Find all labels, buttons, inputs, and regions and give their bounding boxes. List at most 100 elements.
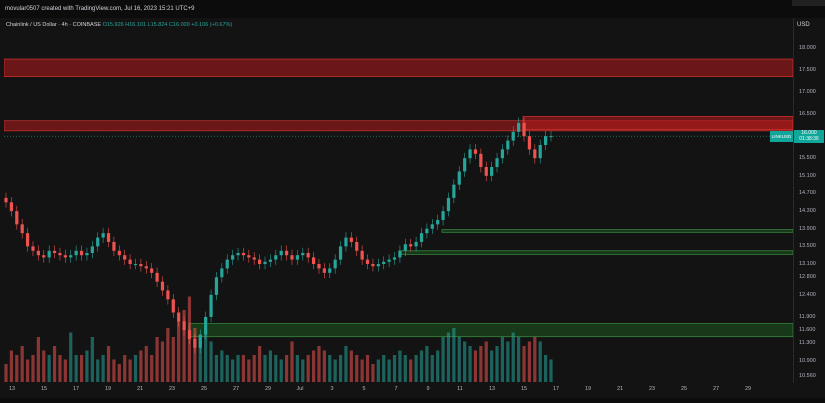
candle-body xyxy=(333,259,337,269)
volume-bar xyxy=(290,341,294,382)
candle-body xyxy=(171,299,175,313)
volume-bar xyxy=(155,337,159,382)
volume-bar xyxy=(468,346,472,382)
y-tick-label: 13.500 xyxy=(799,243,816,250)
y-tick-label: 14.700 xyxy=(799,190,816,197)
bottom-bar xyxy=(0,398,825,403)
volume-bar xyxy=(177,319,181,382)
ohlc-values: O15.926 H16.101 L15.824 C16.000 +0.106 (… xyxy=(102,22,233,28)
candle-body xyxy=(376,264,380,267)
candle-body xyxy=(457,171,461,185)
candle-body xyxy=(139,264,143,267)
candle-body xyxy=(58,253,62,256)
volume-bar xyxy=(328,355,332,382)
candle-body xyxy=(382,261,386,265)
volume-bar xyxy=(527,341,532,382)
x-tick-label: 17 xyxy=(552,386,560,392)
y-tick-label: 12.800 xyxy=(799,274,816,281)
x-tick-label: 21 xyxy=(136,386,144,392)
candle-body xyxy=(403,244,407,251)
candle-body xyxy=(112,241,116,251)
candle-body xyxy=(511,131,515,141)
candle-body xyxy=(506,140,510,150)
candle-body xyxy=(522,122,526,137)
volume-bar xyxy=(382,355,386,382)
candle-body xyxy=(549,136,553,138)
volume-bar xyxy=(317,346,321,382)
candle-body xyxy=(387,259,391,262)
symbol-badge: LINKUSD xyxy=(770,130,793,142)
volume-bar xyxy=(274,355,278,382)
volume-bar xyxy=(182,310,186,382)
volume-bar xyxy=(544,355,548,382)
countdown: 01:38:36 xyxy=(799,136,819,143)
candle-body xyxy=(155,272,159,282)
volume-bar xyxy=(473,350,478,382)
volume-bar xyxy=(425,346,429,382)
x-tick-label: 29 xyxy=(264,386,272,392)
volume-bar xyxy=(398,350,402,382)
candle-body xyxy=(328,268,332,273)
currency-label[interactable]: USD xyxy=(797,22,810,28)
candle-body xyxy=(392,257,397,260)
volume-bar xyxy=(133,355,138,382)
volume-bar xyxy=(500,337,505,382)
candle-body xyxy=(371,264,375,267)
volume-bar xyxy=(187,296,192,382)
volume-bar xyxy=(338,355,343,382)
price-chart[interactable] xyxy=(4,18,793,383)
candle-body xyxy=(544,136,548,145)
zone-resistance_recent-2 xyxy=(522,116,793,130)
x-tick-label: 3 xyxy=(330,386,334,392)
volume-bar xyxy=(268,350,273,382)
candle-body xyxy=(490,167,494,176)
candle-body xyxy=(344,237,348,247)
candle-body xyxy=(133,264,138,266)
volume-bar xyxy=(20,346,24,382)
x-tick-label: 23 xyxy=(648,386,656,392)
volume-bar xyxy=(344,346,348,382)
candle-body xyxy=(123,255,127,260)
volume-bar xyxy=(85,350,89,382)
candle-body xyxy=(85,253,89,256)
volume-bar xyxy=(452,328,456,382)
y-tick-label: 17.000 xyxy=(799,89,816,96)
y-tick-label: 13.900 xyxy=(799,225,816,232)
volume-bar xyxy=(365,355,370,382)
top-right-tab[interactable] xyxy=(792,0,825,6)
candle-body xyxy=(90,246,94,253)
volume-bar xyxy=(311,350,316,382)
candle-body xyxy=(290,255,294,260)
volume-bar xyxy=(414,355,418,382)
volume-bar xyxy=(457,337,461,382)
volume-bar xyxy=(295,355,299,382)
candle-body xyxy=(101,233,105,238)
candle-body xyxy=(436,219,440,225)
candle-body xyxy=(236,253,240,256)
time-axis[interactable]: 13 15 17 19 21 23 25 27 29 Jul 3 5 7 9 11 13 15 17 19 21 23 2… xyxy=(4,383,793,403)
x-tick-label: 13 xyxy=(8,386,16,392)
volume-bar xyxy=(171,337,175,382)
volume-bar xyxy=(392,355,397,382)
volume-bar xyxy=(166,328,170,382)
volume-bar xyxy=(96,359,100,382)
x-tick-label: 13 xyxy=(488,386,496,392)
y-tick-label: 13.100 xyxy=(799,261,816,268)
volume-bar xyxy=(236,355,240,382)
volume-bar xyxy=(430,355,434,382)
volume-bar xyxy=(376,359,380,382)
price-axis[interactable]: 18.000 17.500 17.000 16.500 16.000 15.500 15.1… xyxy=(793,18,825,383)
candle-body xyxy=(247,255,251,258)
volume-bar xyxy=(436,350,440,382)
candle-body xyxy=(160,281,165,291)
candle-body xyxy=(360,250,364,260)
candle-body xyxy=(338,246,343,260)
x-tick-label: 21 xyxy=(616,386,624,392)
volume-bar xyxy=(479,346,483,382)
y-tick-label: 11.600 xyxy=(799,327,816,334)
candle-body xyxy=(517,122,521,132)
y-tick-label: 18.000 xyxy=(799,45,816,51)
y-tick-label: 17.500 xyxy=(799,67,816,74)
y-tick-label: 14.300 xyxy=(799,208,816,215)
volume-bar xyxy=(322,350,326,382)
